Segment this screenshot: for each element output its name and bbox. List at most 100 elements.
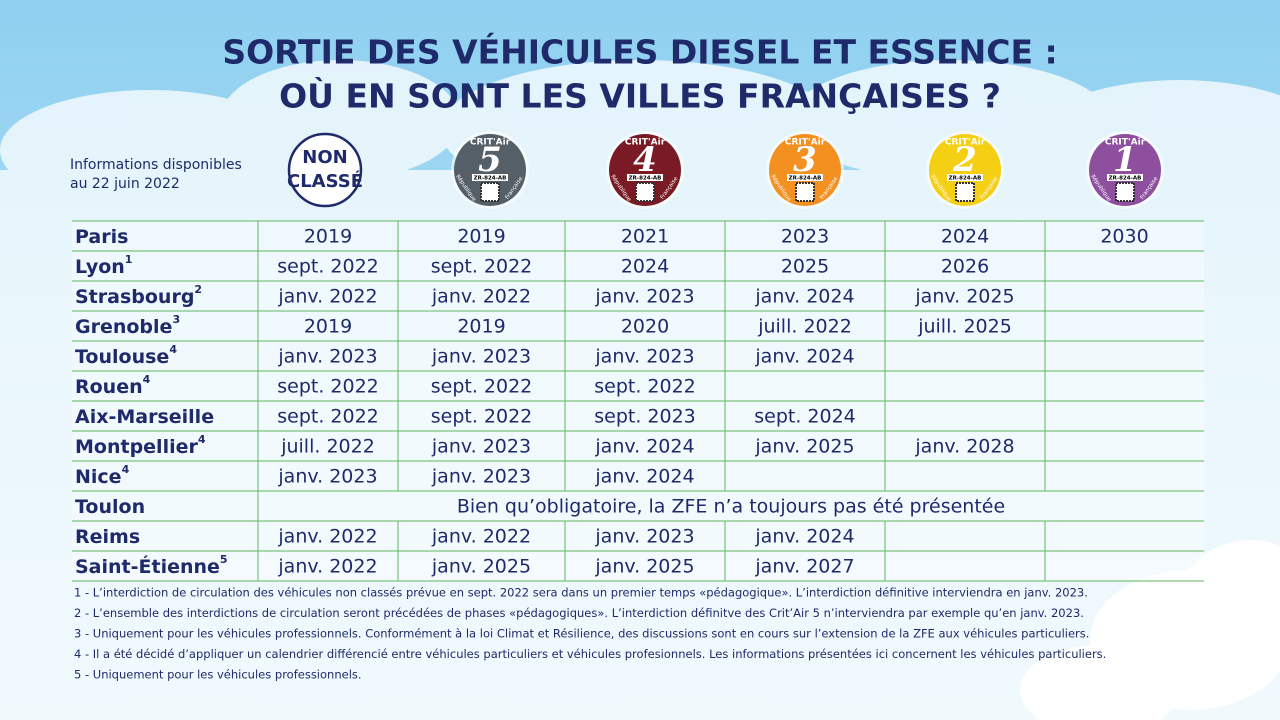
cell-date: janv. 2022 xyxy=(431,526,531,548)
cell-date: 2024 xyxy=(621,256,669,278)
footnote: 2 - L’ensemble des interdictions de circ… xyxy=(74,606,1084,620)
cell-date: sept. 2022 xyxy=(277,376,379,398)
badge-plate-text: ZR-824-AB xyxy=(474,176,507,182)
cell-date: 2019 xyxy=(304,226,352,248)
footnote-ref: 4 xyxy=(198,433,206,446)
title-line: SORTIE DES VÉHICULES DIESEL ET ESSENCE : xyxy=(222,32,1057,72)
cell-date: janv. 2022 xyxy=(277,286,377,308)
badge-number: 2 xyxy=(952,140,977,180)
city-name: Saint-Étienne5 xyxy=(75,553,228,578)
badge-plate xyxy=(947,174,983,181)
title-line: OÙ EN SONT LES VILLES FRANÇAISES ? xyxy=(279,76,1001,116)
badge-circle xyxy=(1089,134,1161,206)
cell-date: janv. 2022 xyxy=(277,556,377,578)
cloud-bottom-right xyxy=(1020,540,1280,720)
footnote-ref: 4 xyxy=(169,343,177,356)
badge-plate xyxy=(472,174,508,181)
badge-label: CLASSÉ xyxy=(287,170,363,192)
cell-date: sept. 2022 xyxy=(594,376,696,398)
cell-date: sept. 2022 xyxy=(277,256,379,278)
badge-circle xyxy=(769,134,841,206)
cell-date: 2019 xyxy=(457,316,505,338)
badge-plate-text: ZR-824-AB xyxy=(949,176,982,182)
footnote-ref: 4 xyxy=(122,463,130,476)
badge-circle xyxy=(287,132,363,208)
footnote-ref: 2 xyxy=(194,283,202,296)
badge-plate-text: ZR-824-AB xyxy=(789,176,822,182)
city-label: Strasbourg xyxy=(75,286,194,308)
cell-date: janv. 2023 xyxy=(431,346,531,368)
badge-number: 4 xyxy=(633,140,657,180)
badge-circle xyxy=(609,134,681,206)
city-label: Montpellier xyxy=(75,436,198,458)
badge-brand: CRIT'Air xyxy=(945,138,986,148)
badge-plate xyxy=(627,174,663,181)
badge-number: 1 xyxy=(1113,140,1137,180)
city-label: Paris xyxy=(75,226,128,248)
badge-qr xyxy=(635,182,655,202)
badge-circle xyxy=(929,134,1001,206)
city-name: Toulouse4 xyxy=(75,343,177,368)
city-label: Toulon xyxy=(75,496,145,518)
badge-qr xyxy=(480,182,500,202)
badge-label: NON xyxy=(302,147,347,168)
footnote-ref: 5 xyxy=(220,553,228,566)
cell-date: janv. 2025 xyxy=(594,556,694,578)
badge-qr xyxy=(1115,182,1135,202)
cell-date: juill. 2022 xyxy=(280,436,375,458)
cell-date: janv. 2028 xyxy=(914,436,1014,458)
cell-date: 2023 xyxy=(781,226,829,248)
city-label: Aix-Marseille xyxy=(75,406,214,428)
city-label: Toulouse xyxy=(75,346,169,368)
footnote: 5 - Uniquement pour les véhicules profes… xyxy=(74,668,362,682)
cell-date: 2026 xyxy=(941,256,989,278)
cell-date: 2025 xyxy=(781,256,829,278)
cell-date: janv. 2023 xyxy=(277,466,377,488)
badge-qr xyxy=(955,182,975,202)
cell-date: janv. 2024 xyxy=(754,286,854,308)
city-name: Reims xyxy=(75,526,140,548)
city-label: Grenoble xyxy=(75,316,172,338)
cell-date: 2030 xyxy=(1100,226,1148,248)
footnote-ref: 3 xyxy=(172,313,180,326)
badge-plate xyxy=(1107,174,1143,181)
cell-date: janv. 2023 xyxy=(594,526,694,548)
footnote: 3 - Uniquement pour les véhicules profes… xyxy=(74,627,1089,641)
cell-date: janv. 2025 xyxy=(431,556,531,578)
cell-date: sept. 2022 xyxy=(431,406,533,428)
cell-date: janv. 2025 xyxy=(914,286,1014,308)
cell-date: janv. 2022 xyxy=(277,526,377,548)
city-name: Toulon xyxy=(75,496,145,518)
badge-brand: CRIT'Air xyxy=(625,138,666,148)
badge-circle xyxy=(454,134,526,206)
city-name: Aix-Marseille xyxy=(75,406,214,428)
city-label: Saint-Étienne xyxy=(75,555,220,578)
city-name: Montpellier4 xyxy=(75,433,206,458)
date-note: au 22 juin 2022 xyxy=(70,176,180,192)
cell-date: 2019 xyxy=(304,316,352,338)
cell-date: 2021 xyxy=(621,226,669,248)
row-note: Bien qu’obligatoire, la ZFE n’a toujours… xyxy=(457,496,1005,518)
date-note: Informations disponibles xyxy=(70,157,242,173)
footnote: 1 - L’interdiction de circulation des vé… xyxy=(74,586,1088,600)
cell-date: janv. 2024 xyxy=(594,466,694,488)
cell-date: 2019 xyxy=(457,226,505,248)
cell-date: janv. 2024 xyxy=(754,346,854,368)
city-name: Strasbourg2 xyxy=(75,283,202,308)
cell-date: janv. 2022 xyxy=(431,286,531,308)
city-label: Rouen xyxy=(75,376,143,398)
cell-date: juill. 2025 xyxy=(917,316,1012,338)
cell-date: janv. 2023 xyxy=(431,436,531,458)
cell-date: janv. 2023 xyxy=(277,346,377,368)
badge-brand: CRIT'Air xyxy=(1105,138,1146,148)
badge-plate xyxy=(787,174,823,181)
clouds xyxy=(0,60,1280,720)
cell-date: sept. 2022 xyxy=(277,406,379,428)
cell-date: sept. 2024 xyxy=(754,406,856,428)
city-name: Grenoble3 xyxy=(75,313,180,338)
badge-plate-text: ZR-824-AB xyxy=(629,176,662,182)
city-label: Lyon xyxy=(75,256,125,278)
cell-date: 2020 xyxy=(621,316,669,338)
cell-date: juill. 2022 xyxy=(757,316,852,338)
